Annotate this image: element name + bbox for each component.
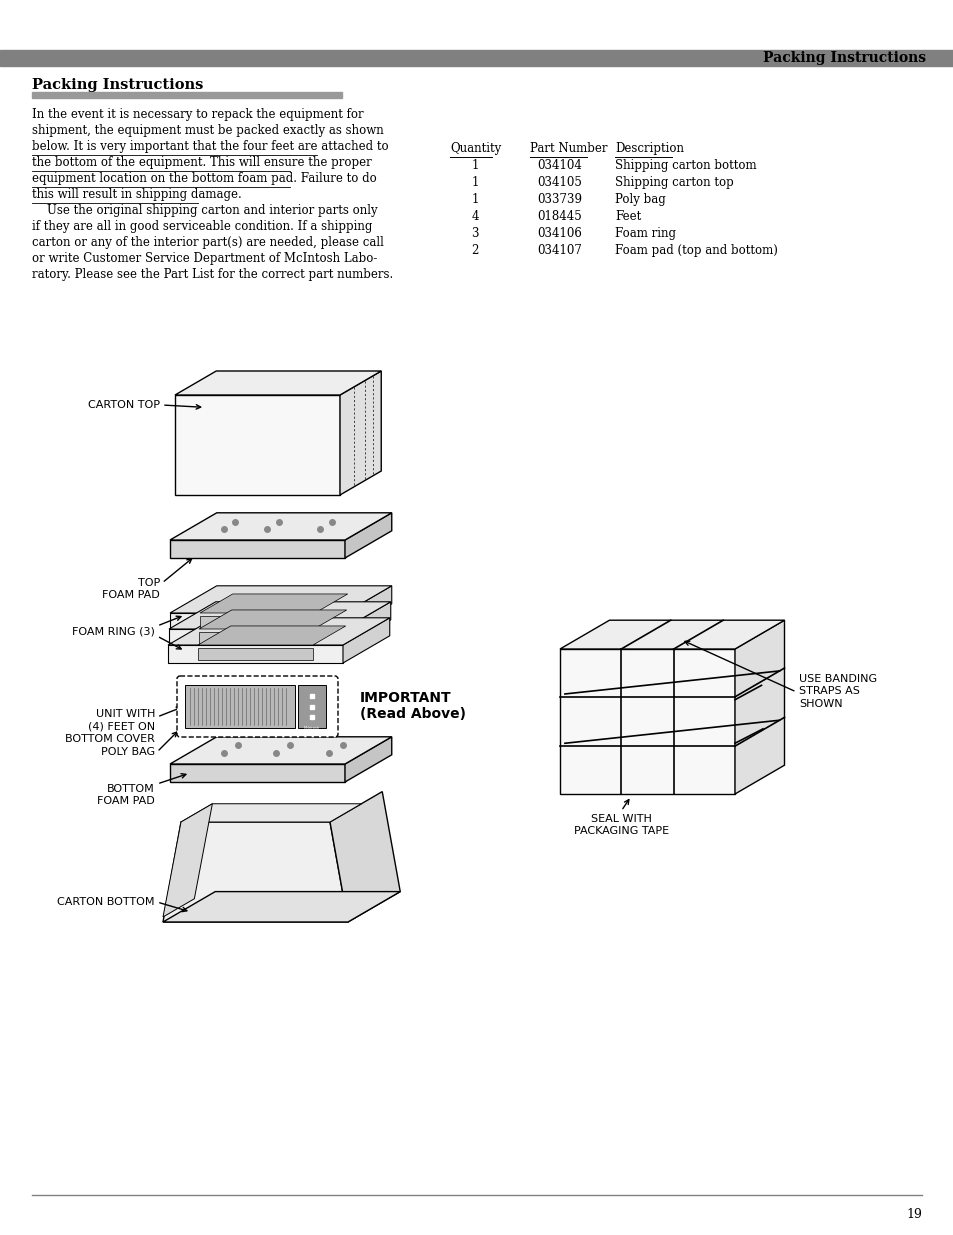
Polygon shape <box>181 804 361 823</box>
Polygon shape <box>169 601 391 629</box>
Polygon shape <box>168 645 343 663</box>
Text: if they are all in good serviceable condition. If a shipping: if they are all in good serviceable cond… <box>32 220 372 233</box>
Text: Shipping carton top: Shipping carton top <box>615 177 733 189</box>
Text: 1: 1 <box>471 177 478 189</box>
Text: carton or any of the interior part(s) are needed, please call: carton or any of the interior part(s) ar… <box>32 236 383 249</box>
Text: 033739: 033739 <box>537 193 582 206</box>
Polygon shape <box>170 613 345 631</box>
Text: or write Customer Service Department of McIntosh Labo-: or write Customer Service Department of … <box>32 252 377 266</box>
Polygon shape <box>200 594 347 613</box>
Bar <box>297 685 326 727</box>
Polygon shape <box>170 585 392 613</box>
Text: 034104: 034104 <box>537 159 582 172</box>
Polygon shape <box>734 620 783 794</box>
Text: In the event it is necessary to repack the equipment for: In the event it is necessary to repack t… <box>32 107 363 121</box>
Text: SEAL WITH
PACKAGING TAPE: SEAL WITH PACKAGING TAPE <box>573 814 668 836</box>
Polygon shape <box>559 620 783 650</box>
Text: Poly bag: Poly bag <box>615 193 665 206</box>
Polygon shape <box>344 601 391 647</box>
Text: ratory. Please see the Part List for the correct part numbers.: ratory. Please see the Part List for the… <box>32 268 393 282</box>
Polygon shape <box>345 513 392 558</box>
Text: McIntosh: McIntosh <box>304 726 319 730</box>
Bar <box>200 616 314 629</box>
Polygon shape <box>174 395 339 495</box>
Text: TOP
FOAM PAD: TOP FOAM PAD <box>102 578 160 600</box>
Polygon shape <box>559 650 734 794</box>
Polygon shape <box>174 370 381 395</box>
Text: 1: 1 <box>471 159 478 172</box>
Text: USE BANDING
STRAPS AS
SHOWN: USE BANDING STRAPS AS SHOWN <box>799 674 877 709</box>
FancyBboxPatch shape <box>177 676 337 737</box>
Polygon shape <box>170 513 392 540</box>
Text: Description: Description <box>615 142 683 156</box>
Text: below. It is very important that the four feet are attached to: below. It is very important that the fou… <box>32 140 388 153</box>
Polygon shape <box>339 370 381 495</box>
Text: 2: 2 <box>471 245 478 257</box>
Polygon shape <box>163 892 400 923</box>
Polygon shape <box>345 737 392 782</box>
Text: 018445: 018445 <box>537 210 581 224</box>
Text: Shipping carton bottom: Shipping carton bottom <box>615 159 756 172</box>
Bar <box>185 685 294 727</box>
Text: Packing Instructions: Packing Instructions <box>32 78 203 91</box>
Text: shipment, the equipment must be packed exactly as shown: shipment, the equipment must be packed e… <box>32 124 383 137</box>
Polygon shape <box>168 618 390 645</box>
Text: 034107: 034107 <box>537 245 582 257</box>
Text: UNIT WITH
(4) FEET ON
BOTTOM COVER: UNIT WITH (4) FEET ON BOTTOM COVER <box>65 709 154 743</box>
Bar <box>198 648 313 659</box>
Polygon shape <box>345 585 392 631</box>
Bar <box>0 49 953 65</box>
Polygon shape <box>163 804 213 918</box>
Text: Part Number: Part Number <box>530 142 607 156</box>
Polygon shape <box>343 618 390 663</box>
Bar <box>32 91 341 98</box>
Text: 3: 3 <box>471 227 478 240</box>
Text: 1: 1 <box>471 193 478 206</box>
Text: this will result in shipping damage.: this will result in shipping damage. <box>32 188 241 201</box>
Polygon shape <box>170 764 345 782</box>
Text: CARTON BOTTOM: CARTON BOTTOM <box>57 897 154 906</box>
Text: equipment location on the bottom foam pad. Failure to do: equipment location on the bottom foam pa… <box>32 172 376 185</box>
Text: POLY BAG: POLY BAG <box>101 747 154 757</box>
Text: Foam pad (top and bottom): Foam pad (top and bottom) <box>615 245 777 257</box>
Polygon shape <box>170 737 392 764</box>
Polygon shape <box>163 823 348 923</box>
Text: the bottom of the equipment. This will ensure the proper: the bottom of the equipment. This will e… <box>32 156 372 169</box>
Text: Packing Instructions: Packing Instructions <box>762 51 925 65</box>
Polygon shape <box>169 629 344 647</box>
Text: Feet: Feet <box>615 210 640 224</box>
Text: Use the original shipping carton and interior parts only: Use the original shipping carton and int… <box>32 204 377 217</box>
Text: 034105: 034105 <box>537 177 582 189</box>
Polygon shape <box>199 610 346 629</box>
Text: Quantity: Quantity <box>450 142 500 156</box>
Text: BOTTOM
FOAM PAD: BOTTOM FOAM PAD <box>97 784 154 806</box>
Text: 19: 19 <box>905 1209 921 1221</box>
Polygon shape <box>198 626 345 645</box>
Text: 034106: 034106 <box>537 227 582 240</box>
Polygon shape <box>330 792 400 923</box>
Text: 4: 4 <box>471 210 478 224</box>
Text: IMPORTANT
(Read Above): IMPORTANT (Read Above) <box>359 690 465 721</box>
Text: CARTON TOP: CARTON TOP <box>88 400 160 410</box>
Text: FOAM RING (3): FOAM RING (3) <box>72 626 154 636</box>
Bar <box>199 632 314 643</box>
Polygon shape <box>170 540 345 558</box>
Text: Foam ring: Foam ring <box>615 227 676 240</box>
